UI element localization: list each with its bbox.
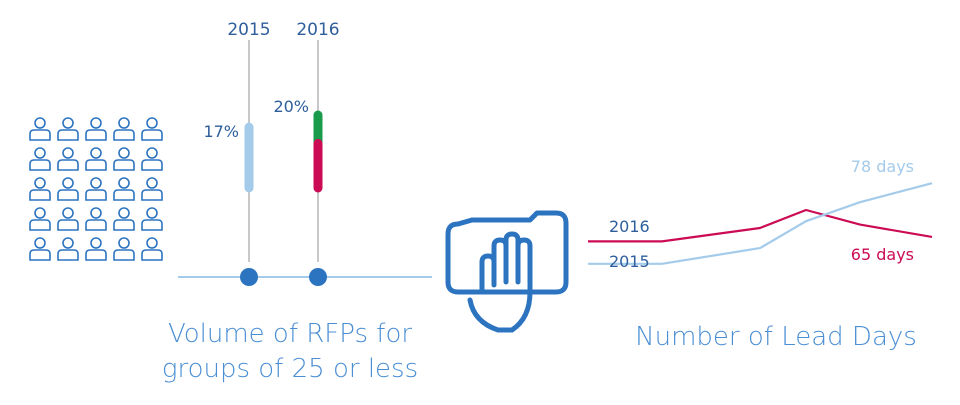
person-icon	[57, 117, 79, 141]
year-label-2015: 2015	[227, 20, 270, 40]
person-icon	[29, 237, 51, 261]
dot-2015	[240, 268, 258, 286]
lead-days-line-2015	[588, 182, 933, 265]
person-icon	[85, 237, 107, 261]
person-icon	[141, 177, 163, 201]
end-label-2015: 78 days	[851, 157, 914, 176]
value-label-2016: 20%	[273, 97, 309, 116]
series-label-2015: 2015	[609, 252, 650, 271]
end-label-2016: 65 days	[851, 245, 914, 264]
person-icon	[85, 117, 107, 141]
person-icon	[57, 177, 79, 201]
year-label-2016: 2016	[296, 20, 339, 40]
people-grid-icon	[29, 117, 163, 261]
dot-2016	[309, 268, 327, 286]
lead-days-caption: Number of Lead Days	[635, 322, 917, 352]
hand-on-folder-icon	[445, 210, 569, 333]
person-icon	[57, 237, 79, 261]
person-icon	[29, 147, 51, 171]
person-icon	[113, 117, 135, 141]
person-icon	[57, 147, 79, 171]
lead-days-line-2016	[588, 208, 933, 243]
person-icon	[141, 147, 163, 171]
rfp-caption-line-2: groups of 25 or less	[162, 354, 418, 384]
person-icon	[113, 207, 135, 231]
person-icon	[29, 117, 51, 141]
lead-days-chart	[588, 182, 933, 265]
person-icon	[85, 177, 107, 201]
person-icon	[141, 207, 163, 231]
person-icon	[85, 207, 107, 231]
person-icon	[113, 237, 135, 261]
person-icon	[113, 177, 135, 201]
value-label-2015: 17%	[203, 122, 239, 141]
person-icon	[57, 207, 79, 231]
person-icon	[141, 237, 163, 261]
rfp-caption-line-1: Volume of RFPs for	[168, 319, 412, 349]
person-icon	[85, 147, 107, 171]
person-icon	[113, 147, 135, 171]
series-label-2016: 2016	[609, 217, 650, 236]
person-icon	[29, 177, 51, 201]
person-icon	[141, 117, 163, 141]
person-icon	[29, 207, 51, 231]
rfp-bars	[244, 110, 323, 193]
